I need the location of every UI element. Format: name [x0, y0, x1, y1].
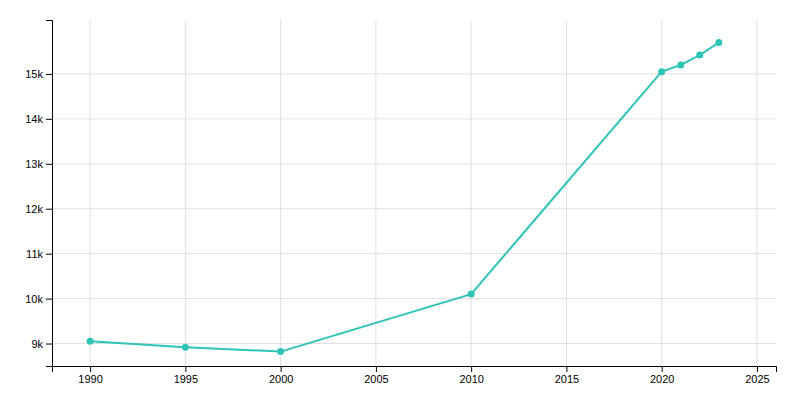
plot-area: 1990 1995 2000 2005 2010 2015 2020 2025 9k 10k 11k… — [25, 20, 776, 385]
tick-mark — [471, 366, 472, 372]
tick-mark — [46, 119, 52, 120]
tick-label: 2010 — [459, 373, 483, 385]
tick-label: 10k — [25, 293, 43, 305]
grid-line — [185, 20, 186, 366]
point — [277, 348, 284, 355]
tick: 10k — [25, 293, 52, 305]
point — [87, 338, 94, 345]
tick-mark — [662, 366, 663, 372]
grid-line — [280, 20, 281, 366]
grid-line — [90, 20, 91, 366]
tick: 15k — [25, 68, 52, 80]
tick: 2015 — [555, 366, 579, 385]
grid-line — [52, 253, 776, 254]
tick-label: 11k — [26, 248, 43, 260]
grid-line — [52, 73, 776, 74]
tick-label: 1995 — [174, 373, 198, 385]
point — [715, 39, 722, 46]
grid — [52, 20, 776, 366]
grid-line — [756, 20, 757, 366]
tick-label: 2025 — [745, 373, 769, 385]
point — [696, 52, 703, 59]
chart: 1990 1995 2000 2005 2010 2015 2020 2025 9k 10k 11k… — [0, 0, 800, 400]
tick-mark — [757, 366, 758, 372]
tick-label: 1990 — [78, 373, 102, 385]
tick: 2020 — [650, 366, 674, 385]
tick: 12k — [25, 203, 52, 215]
axis-line — [46, 21, 53, 367]
tick: 2005 — [364, 366, 388, 385]
y-axis: 9k 10k 11k 12k 13k 14k 15k — [25, 21, 52, 367]
tick-label: 12k — [25, 203, 43, 215]
grid-line — [52, 118, 776, 119]
point — [468, 291, 475, 298]
point — [182, 344, 189, 351]
point — [677, 61, 684, 68]
tick-label: 9k — [31, 338, 43, 350]
grid-line — [566, 20, 567, 366]
grid-line — [52, 208, 776, 209]
tick-mark — [46, 209, 52, 210]
line — [90, 42, 719, 351]
grid-line — [471, 20, 472, 366]
grid-line — [52, 163, 776, 164]
tick-mark — [281, 366, 282, 372]
tick-mark — [46, 254, 52, 255]
tick: 2025 — [745, 366, 769, 385]
tick-label: 14k — [25, 113, 43, 125]
axis-line — [53, 367, 777, 373]
tick-label: 2000 — [269, 373, 293, 385]
tick: 13k — [25, 158, 52, 170]
tick-mark — [376, 366, 377, 372]
tick: 14k — [25, 113, 52, 125]
tick-label: 2015 — [555, 373, 579, 385]
tick: 9k — [31, 338, 52, 350]
x-axis: 1990 1995 2000 2005 2010 2015 2020 2025 — [53, 366, 777, 385]
tick-label: 15k — [25, 68, 43, 80]
tick-mark — [90, 366, 91, 372]
grid-line — [52, 343, 776, 344]
tick-label: 13k — [25, 158, 43, 170]
tick: 1990 — [78, 366, 102, 385]
point — [658, 68, 665, 75]
tick: 11k — [26, 248, 52, 260]
grid-line — [375, 20, 376, 366]
tick: 2000 — [269, 366, 293, 385]
tick-mark — [46, 164, 52, 165]
tick: 2010 — [459, 366, 483, 385]
grid-line — [52, 298, 776, 299]
tick-mark — [566, 366, 567, 372]
tick-mark — [46, 299, 52, 300]
tick-mark — [46, 74, 52, 75]
tick-mark — [46, 344, 52, 345]
tick-label: 2005 — [364, 373, 388, 385]
tick-label: 2020 — [650, 373, 674, 385]
tick: 1995 — [174, 366, 198, 385]
tick-mark — [185, 366, 186, 372]
series — [87, 39, 723, 355]
